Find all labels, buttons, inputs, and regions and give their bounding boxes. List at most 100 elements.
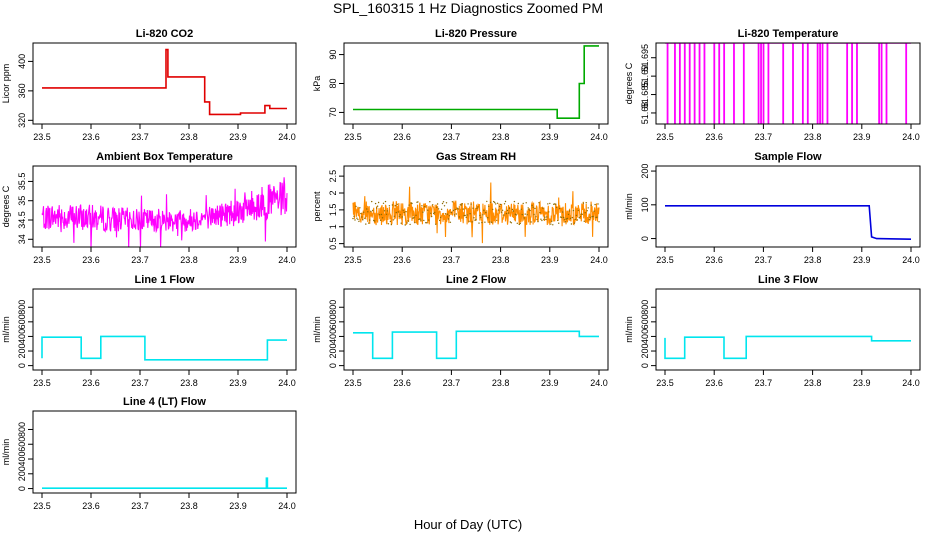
y-tick-label: 0.5 bbox=[328, 237, 338, 250]
dip-mark bbox=[674, 43, 676, 124]
series-point bbox=[471, 221, 473, 223]
series-point bbox=[531, 204, 533, 207]
series-point bbox=[408, 204, 410, 206]
series-point bbox=[429, 201, 431, 203]
series-point bbox=[592, 215, 594, 218]
series-point bbox=[585, 202, 587, 204]
series-point bbox=[374, 202, 377, 205]
series-point bbox=[420, 219, 422, 221]
series-point bbox=[512, 210, 515, 212]
series-point bbox=[449, 221, 452, 223]
y-axis-label: ml/min bbox=[624, 193, 634, 220]
dip-mark bbox=[878, 43, 881, 124]
series-point bbox=[508, 207, 511, 209]
series-point bbox=[513, 200, 516, 203]
series-point bbox=[426, 222, 428, 224]
series-point bbox=[517, 202, 519, 205]
series-point bbox=[468, 220, 470, 222]
x-tick-label: 24.0 bbox=[278, 255, 296, 265]
series-point bbox=[409, 223, 411, 226]
series-point bbox=[496, 202, 499, 204]
y-tick-label: 200 bbox=[17, 466, 27, 481]
series-point bbox=[359, 207, 361, 209]
series-point bbox=[382, 202, 385, 204]
dip-mark bbox=[851, 43, 853, 124]
y-tick-label: 200 bbox=[640, 344, 650, 359]
series-point bbox=[400, 222, 402, 224]
x-tick-label: 24.0 bbox=[590, 255, 608, 265]
series-point bbox=[441, 202, 444, 205]
dip-mark bbox=[846, 43, 849, 124]
y-tick-label: 200 bbox=[328, 344, 338, 359]
x-tick-label: 23.6 bbox=[705, 132, 723, 142]
plot-area bbox=[353, 45, 599, 119]
series-point bbox=[549, 202, 551, 205]
series-point bbox=[367, 211, 369, 213]
x-tick-label: 24.0 bbox=[278, 501, 296, 511]
y-tick-label: 800 bbox=[17, 300, 27, 315]
series-point bbox=[470, 203, 472, 205]
series-point bbox=[376, 205, 379, 207]
panel-title: Li-820 Pressure bbox=[435, 28, 517, 40]
series-point bbox=[522, 202, 524, 205]
series-point bbox=[453, 214, 456, 216]
series-point bbox=[458, 216, 460, 218]
series-point bbox=[362, 219, 364, 221]
series-point bbox=[361, 216, 363, 218]
x-tick-label: 24.0 bbox=[278, 378, 296, 388]
series-point bbox=[411, 202, 413, 205]
series-point bbox=[397, 211, 399, 213]
series-point bbox=[355, 205, 357, 208]
series-point bbox=[401, 216, 403, 218]
x-tick-label: 24.0 bbox=[590, 132, 608, 142]
panel-3: Ambient Box Temperature degrees C 23.5 23.6… bbox=[1, 151, 297, 265]
x-tick-label: 23.7 bbox=[131, 378, 149, 388]
series-line bbox=[41, 335, 287, 361]
x-tick-label: 23.7 bbox=[443, 378, 461, 388]
y-axis-label: degrees C bbox=[624, 62, 634, 104]
series-line bbox=[664, 335, 911, 360]
series-point bbox=[575, 214, 578, 217]
x-tick-label: 23.9 bbox=[541, 378, 559, 388]
series-point bbox=[498, 205, 501, 208]
series-point bbox=[414, 221, 416, 224]
series-point bbox=[547, 203, 549, 205]
dip-mark bbox=[762, 43, 765, 124]
dip-mark bbox=[723, 43, 726, 124]
series-point bbox=[424, 206, 426, 208]
series-point bbox=[540, 218, 542, 220]
series-point bbox=[486, 200, 488, 203]
panel-frame bbox=[655, 288, 921, 371]
series-point bbox=[570, 223, 573, 225]
series-point bbox=[365, 223, 367, 225]
series-point bbox=[375, 207, 378, 209]
series-point bbox=[447, 218, 450, 220]
x-tick-label: 24.0 bbox=[278, 132, 296, 142]
series-point bbox=[439, 216, 442, 219]
series-point bbox=[352, 217, 354, 220]
panel-frame bbox=[655, 165, 921, 248]
series-point bbox=[360, 212, 362, 215]
panel-title: Line 3 Flow bbox=[758, 274, 818, 286]
dip-mark bbox=[767, 43, 770, 124]
x-tick-label: 23.7 bbox=[131, 132, 149, 142]
x-tick-label: 23.6 bbox=[393, 255, 411, 265]
series-point bbox=[497, 209, 500, 211]
series-noise bbox=[352, 182, 600, 244]
series-point bbox=[380, 213, 383, 216]
plot-area bbox=[665, 43, 911, 124]
y-tick-label: 600 bbox=[17, 314, 27, 329]
x-tick-label: 23.6 bbox=[393, 132, 411, 142]
series-point bbox=[465, 216, 467, 218]
y-tick-label: 1 bbox=[328, 224, 338, 229]
plot-area bbox=[665, 205, 912, 240]
series-point bbox=[598, 221, 600, 223]
series-point bbox=[381, 217, 384, 219]
panel-title: Li-820 Temperature bbox=[738, 28, 839, 40]
y-tick-label: 35.5 bbox=[17, 173, 27, 191]
series-point bbox=[578, 217, 580, 219]
series-point bbox=[567, 213, 570, 216]
series-point bbox=[537, 220, 539, 223]
dip-mark bbox=[856, 43, 858, 124]
series-point bbox=[482, 214, 484, 216]
